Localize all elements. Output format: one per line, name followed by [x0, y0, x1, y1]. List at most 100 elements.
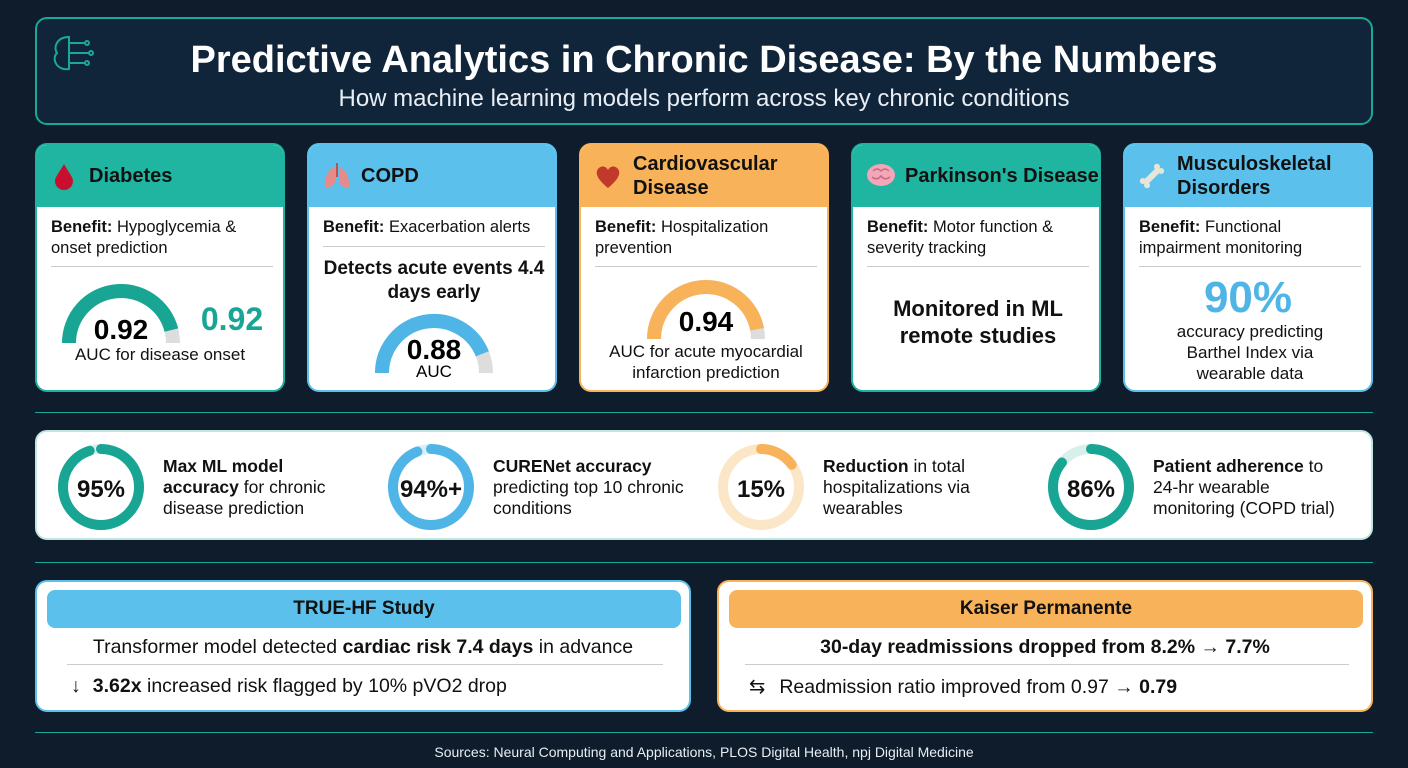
ring-label: 94%+: [399, 476, 463, 503]
ring: [718, 444, 804, 530]
stat-text: Reduction in total hospitalizations via …: [823, 456, 1023, 519]
divider: [745, 664, 1349, 665]
stat-rest: in total hospitalizations via wearables: [823, 456, 970, 518]
title: Predictive Analytics in Chronic Disease:…: [190, 39, 1218, 81]
lungs-icon: [324, 163, 350, 188]
drop-icon: [55, 164, 73, 190]
card-header: Diabetes: [37, 145, 283, 207]
card: COPD Benefit: Exacerbation alerts Detect…: [307, 143, 557, 392]
text-bold: 0.79: [1139, 676, 1178, 698]
study-box: TRUE-HF Study Transformer model detected…: [35, 580, 691, 712]
subtitle: How machine learning models perform acro…: [338, 85, 1070, 112]
card-title: Parkinson's Disease: [905, 165, 1099, 187]
stat: 95% Max ML model accuracy for chronic di…: [47, 432, 377, 542]
gauge: 0.94: [647, 280, 765, 340]
title-box: Predictive Analytics in Chronic Disease:…: [35, 17, 1373, 125]
benefit-text: Functional impairment monitoring: [1139, 218, 1303, 257]
ring-arc: [58, 444, 144, 530]
brain-icon: [53, 35, 94, 71]
stat-bold: Patient adherence: [1153, 456, 1304, 476]
gauge-arc: [647, 280, 764, 340]
benefit: Benefit: Exacerbation alerts: [323, 217, 545, 247]
gauge: 0.88 AUC: [375, 314, 493, 377]
card-title: Musculoskeletal Disorders: [1177, 153, 1332, 199]
benefit: Benefit: Motor function & severity track…: [867, 217, 1089, 267]
sources: Sources: Neural Computing and Applicatio…: [434, 744, 974, 760]
gauge-value-large: 0.92: [200, 301, 264, 337]
stat-caption: accuracy predicting Barthel Index via we…: [1176, 322, 1324, 383]
study-title: Kaiser Permanente: [729, 590, 1363, 628]
gauge-caption: AUC: [416, 362, 452, 377]
study-title: TRUE-HF Study: [47, 590, 681, 628]
stat-text: Patient adherence to 24-hr wearable moni…: [1153, 456, 1353, 519]
gauge-value: 0.94: [679, 306, 734, 337]
benefit-text: Hypoglycemia & onset prediction: [51, 218, 237, 257]
benefit-text: Exacerbation alerts: [389, 218, 531, 236]
card: Diabetes Benefit: Hypoglycemia & onset p…: [35, 143, 285, 392]
separator: [35, 562, 1373, 563]
study-line: ↓ 3.62x increased risk flagged by 10% pVO…: [71, 675, 507, 698]
stat-bold: CURENet accuracy: [493, 456, 652, 476]
ring: [58, 444, 144, 530]
gauge-caption: AUC for acute myocardial infarction pred…: [609, 342, 803, 382]
highlight: Detects acute events 4.4 days early: [323, 258, 545, 303]
highlight: Monitored in ML remote studies: [893, 296, 1063, 348]
card-title: COPD: [361, 165, 419, 187]
study-box: Kaiser Permanente 30-day readmissions dr…: [717, 580, 1373, 712]
gauge-value: 0.92: [94, 314, 149, 345]
gauge-arc: [62, 284, 179, 344]
card-header: Cardiovascular Disease: [581, 145, 827, 207]
text: Transformer model detected: [92, 636, 338, 658]
card-header: COPD: [309, 145, 555, 207]
ring-arc: [388, 444, 474, 530]
ring: [1048, 444, 1134, 530]
study-line: 30-day readmissions dropped from 8.2% → …: [820, 636, 1270, 658]
gauge-caption: AUC for disease onset: [74, 345, 246, 364]
gauge: 0.92: [62, 284, 180, 345]
study-line: ⇆ Readmission ratio improved from 0.97 → …: [749, 675, 1177, 699]
ring-arc: [1048, 444, 1134, 530]
card: Cardiovascular Disease Benefit: Hospital…: [579, 143, 829, 392]
stat-rest: for chronic disease prediction: [163, 477, 326, 518]
ring: [388, 444, 474, 530]
ring-label: 95%: [76, 476, 126, 503]
heart-icon: [596, 166, 620, 188]
benefit: Benefit: Hypoglycemia & onset prediction: [51, 217, 273, 267]
gauge-arc: [375, 314, 489, 374]
stat-text: CURENet accuracy predicting top 10 chron…: [493, 456, 693, 519]
stat-text: Max ML model accuracy for chronic diseas…: [163, 456, 363, 519]
text-bold: 3.62x: [92, 675, 142, 697]
gauge-value: 0.88: [407, 334, 462, 365]
stat-bold: Max ML model accuracy: [163, 456, 284, 497]
text: Readmission ratio improved from 0.97 →: [779, 676, 1134, 698]
benefit-label: Benefit:: [867, 218, 929, 236]
benefit-label: Benefit:: [595, 218, 657, 236]
card-title: Diabetes: [89, 165, 173, 187]
study-line: Transformer model detected cardiac risk …: [37, 636, 689, 659]
stat-bold: Reduction: [823, 456, 909, 476]
card-header: Musculoskeletal Disorders: [1125, 145, 1371, 207]
ring-label: 86%: [1066, 476, 1116, 503]
stat: 94%+ CURENet accuracy predicting top 10 …: [377, 432, 707, 542]
stat: 86% Patient adherence to 24-hr wearable …: [1037, 432, 1367, 542]
ring-label: 15%: [736, 476, 786, 503]
stats-band: 95% Max ML model accuracy for chronic di…: [35, 430, 1373, 540]
benefit: Benefit: Hospitalization prevention: [595, 217, 817, 267]
big-stat: 90%: [1203, 273, 1293, 322]
card: Musculoskeletal Disorders Benefit: Funct…: [1123, 143, 1373, 392]
benefit-text: Hospitalization prevention: [595, 218, 769, 257]
brain-icon: [867, 164, 895, 186]
stat-rest: to 24-hr wearable monitoring (COPD trial…: [1153, 456, 1335, 518]
benefit-label: Benefit:: [323, 218, 385, 236]
benefit-label: Benefit:: [1139, 218, 1201, 236]
text: in advance: [538, 636, 634, 658]
benefit-text: Motor function & severity tracking: [867, 218, 1054, 257]
benefit: Benefit: Functional impairment monitorin…: [1139, 217, 1361, 267]
ring-arc: [718, 444, 804, 530]
text-bold: cardiac risk 7.4 days: [342, 636, 534, 658]
text: increased risk flagged by 10% pVO2 drop: [146, 675, 507, 697]
separator: [35, 412, 1373, 413]
divider: [67, 664, 663, 665]
card-title: Cardiovascular Disease: [633, 153, 778, 199]
